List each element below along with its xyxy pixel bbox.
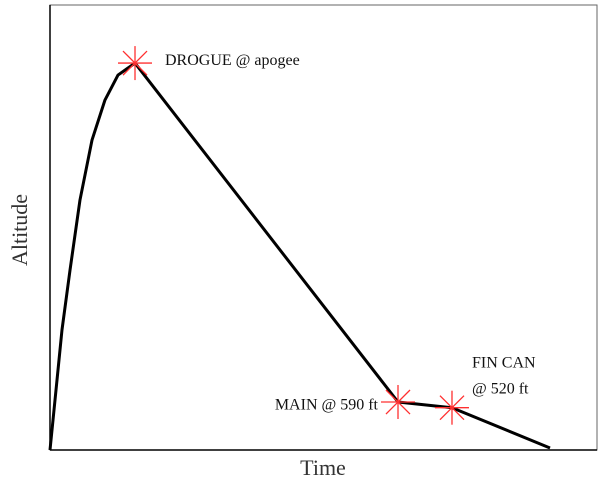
annotation: MAIN @ 590 ft	[275, 397, 379, 414]
annotation: DROGUE @ apogee	[165, 52, 300, 69]
marker-spoke	[385, 389, 411, 415]
y-axis-label: Altitude	[7, 194, 32, 266]
marker-spoke	[439, 395, 465, 421]
x-axis-label: Time	[300, 455, 346, 480]
annotation: @ 520 ft	[472, 380, 529, 397]
marker	[118, 46, 153, 81]
annotation: FIN CAN	[472, 354, 536, 371]
marker	[434, 390, 469, 425]
marker	[381, 385, 416, 420]
marker-spoke	[122, 50, 148, 76]
